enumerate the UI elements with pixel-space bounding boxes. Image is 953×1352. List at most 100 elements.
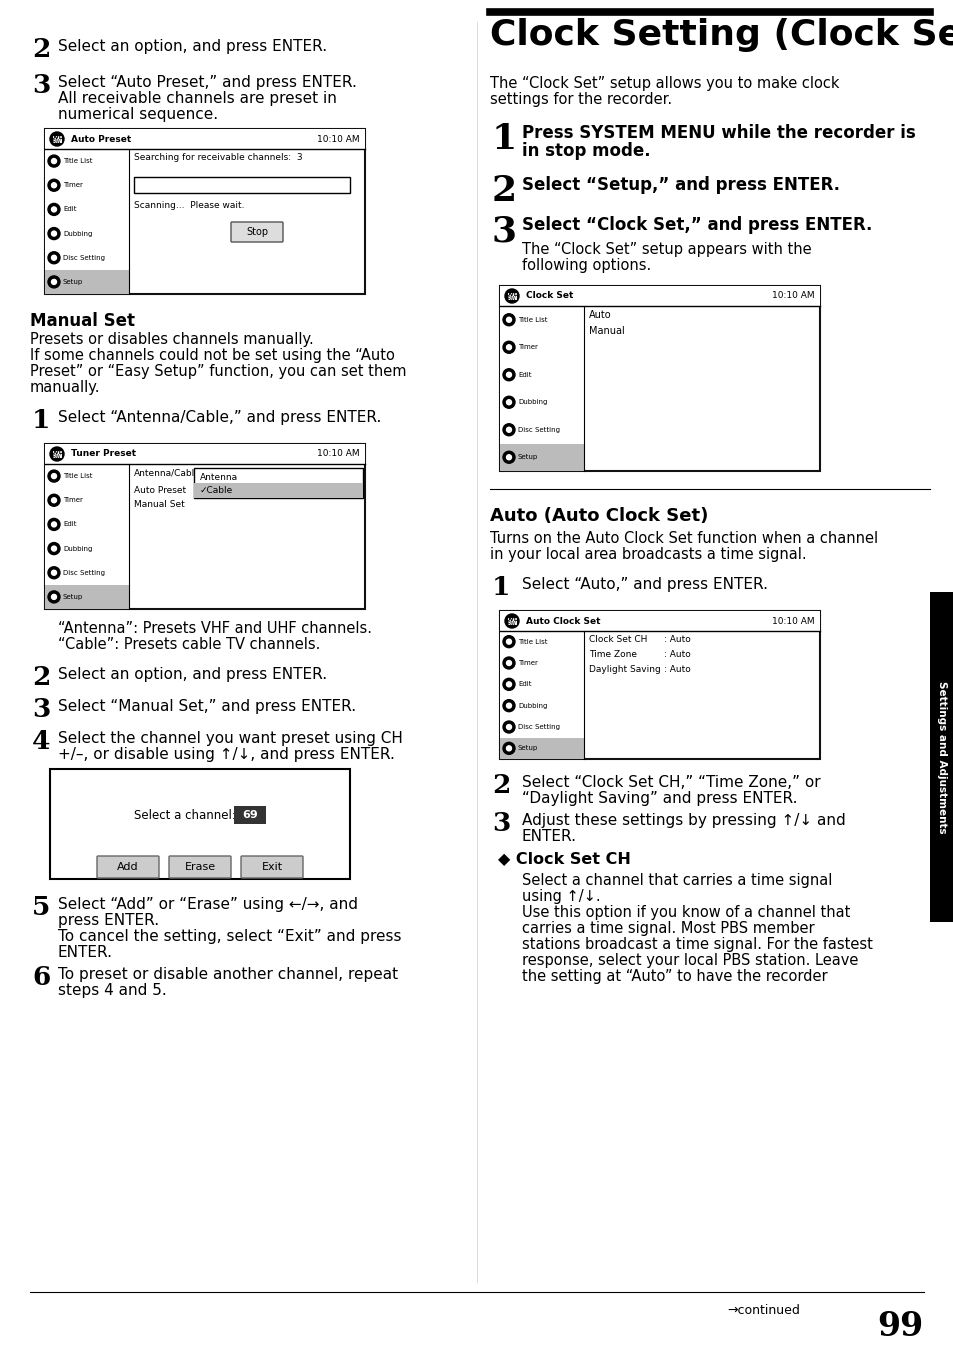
Circle shape — [502, 700, 515, 711]
Circle shape — [48, 542, 60, 554]
Text: Select “Clock Set CH,” “Time Zone,” or: Select “Clock Set CH,” “Time Zone,” or — [521, 775, 820, 790]
Text: 3: 3 — [492, 214, 517, 247]
Text: The “Clock Set” setup allows you to make clock: The “Clock Set” setup allows you to make… — [490, 76, 839, 91]
Text: Turns on the Auto Clock Set function when a channel: Turns on the Auto Clock Set function whe… — [490, 531, 877, 546]
Circle shape — [502, 341, 515, 353]
Text: Disc Setting: Disc Setting — [517, 725, 559, 730]
Circle shape — [48, 180, 60, 191]
Text: Title List: Title List — [517, 638, 547, 645]
Text: DVD: DVD — [51, 135, 64, 141]
Text: Auto Preset: Auto Preset — [133, 485, 186, 495]
Text: : Auto: : Auto — [663, 665, 690, 675]
Text: 1: 1 — [492, 575, 510, 600]
Circle shape — [48, 518, 60, 530]
Text: in your local area broadcasts a time signal.: in your local area broadcasts a time sig… — [490, 548, 806, 562]
Text: Setup: Setup — [517, 454, 537, 460]
Text: settings for the recorder.: settings for the recorder. — [490, 92, 672, 107]
Bar — [170, 177, 173, 193]
Circle shape — [51, 183, 56, 188]
Text: 2: 2 — [492, 773, 510, 798]
Text: Erase: Erase — [184, 863, 215, 872]
Bar — [133, 177, 203, 193]
Circle shape — [51, 571, 56, 575]
Text: Title List: Title List — [517, 316, 547, 323]
Circle shape — [50, 448, 64, 461]
Circle shape — [509, 293, 514, 299]
Text: →continued: →continued — [726, 1303, 800, 1317]
Text: Edit: Edit — [517, 681, 531, 687]
Text: Edit: Edit — [63, 207, 76, 212]
Text: using ↑/↓.: using ↑/↓. — [521, 890, 600, 904]
Text: Dubbing: Dubbing — [63, 231, 92, 237]
Circle shape — [506, 661, 511, 665]
Circle shape — [506, 703, 511, 708]
Bar — [45, 128, 365, 293]
Bar — [146, 177, 150, 193]
Text: Searching for receivable channels:  3: Searching for receivable channels: 3 — [133, 153, 302, 162]
Bar — [203, 177, 350, 193]
Circle shape — [502, 314, 515, 326]
Text: Dubbing: Dubbing — [63, 546, 92, 552]
Bar — [186, 177, 190, 193]
Bar — [45, 585, 129, 608]
Bar — [499, 306, 583, 470]
Circle shape — [51, 231, 56, 237]
Text: 10:10 AM: 10:10 AM — [772, 617, 814, 626]
Circle shape — [51, 280, 56, 284]
Text: Timer: Timer — [63, 498, 83, 503]
Circle shape — [506, 372, 511, 377]
Text: Select a channel that carries a time signal: Select a channel that carries a time sig… — [521, 873, 832, 888]
Circle shape — [506, 318, 511, 322]
Text: Auto: Auto — [588, 310, 611, 320]
Text: the setting at “Auto” to have the recorder: the setting at “Auto” to have the record… — [521, 969, 827, 984]
Bar — [45, 270, 129, 293]
Text: Title List: Title List — [63, 473, 92, 479]
Bar — [499, 287, 820, 470]
Bar — [193, 468, 363, 498]
Circle shape — [502, 396, 515, 408]
Bar — [499, 443, 583, 470]
Text: 1: 1 — [492, 122, 517, 155]
Text: “Daylight Saving” and press ENTER.: “Daylight Saving” and press ENTER. — [521, 791, 797, 806]
Text: : Auto: : Auto — [663, 635, 690, 644]
Text: 2: 2 — [32, 37, 51, 62]
Text: Adjust these settings by pressing ↑/↓ and: Adjust these settings by pressing ↑/↓ an… — [521, 813, 845, 827]
Text: Auto Preset: Auto Preset — [71, 134, 132, 143]
Circle shape — [51, 473, 56, 479]
Text: -RW: -RW — [507, 296, 517, 301]
Circle shape — [502, 635, 515, 648]
Circle shape — [48, 470, 60, 483]
Circle shape — [502, 657, 515, 669]
FancyBboxPatch shape — [97, 856, 159, 877]
Text: Edit: Edit — [517, 372, 531, 377]
Circle shape — [506, 639, 511, 644]
Text: “Cable”: Presets cable TV channels.: “Cable”: Presets cable TV channels. — [58, 637, 320, 652]
Text: stations broadcast a time signal. For the fastest: stations broadcast a time signal. For th… — [521, 937, 872, 952]
Bar — [233, 806, 266, 825]
Text: Timer: Timer — [63, 183, 83, 188]
Text: 10:10 AM: 10:10 AM — [317, 134, 359, 143]
Text: Exit: Exit — [261, 863, 282, 872]
Text: Select “Manual Set,” and press ENTER.: Select “Manual Set,” and press ENTER. — [58, 699, 355, 714]
Text: 69: 69 — [242, 810, 257, 821]
Text: Auto (Auto Clock Set): Auto (Auto Clock Set) — [490, 507, 708, 525]
Text: numerical sequence.: numerical sequence. — [58, 107, 218, 122]
Text: 6: 6 — [32, 965, 51, 990]
Text: “Antenna”: Presets VHF and UHF channels.: “Antenna”: Presets VHF and UHF channels. — [58, 621, 372, 635]
Text: Scanning...  Please wait.: Scanning... Please wait. — [133, 201, 244, 210]
Text: 3: 3 — [32, 698, 51, 722]
Bar — [499, 631, 583, 758]
FancyBboxPatch shape — [169, 856, 231, 877]
Text: Presets or disables channels manually.: Presets or disables channels manually. — [30, 333, 314, 347]
Circle shape — [48, 155, 60, 168]
Circle shape — [502, 452, 515, 464]
Circle shape — [48, 227, 60, 239]
Text: 4: 4 — [32, 729, 51, 754]
Text: Setup: Setup — [63, 279, 83, 285]
Circle shape — [502, 369, 515, 381]
Text: Select an option, and press ENTER.: Select an option, and press ENTER. — [58, 667, 327, 681]
Bar — [193, 483, 363, 498]
Circle shape — [48, 566, 60, 579]
Text: Timer: Timer — [517, 345, 537, 350]
Circle shape — [48, 251, 60, 264]
